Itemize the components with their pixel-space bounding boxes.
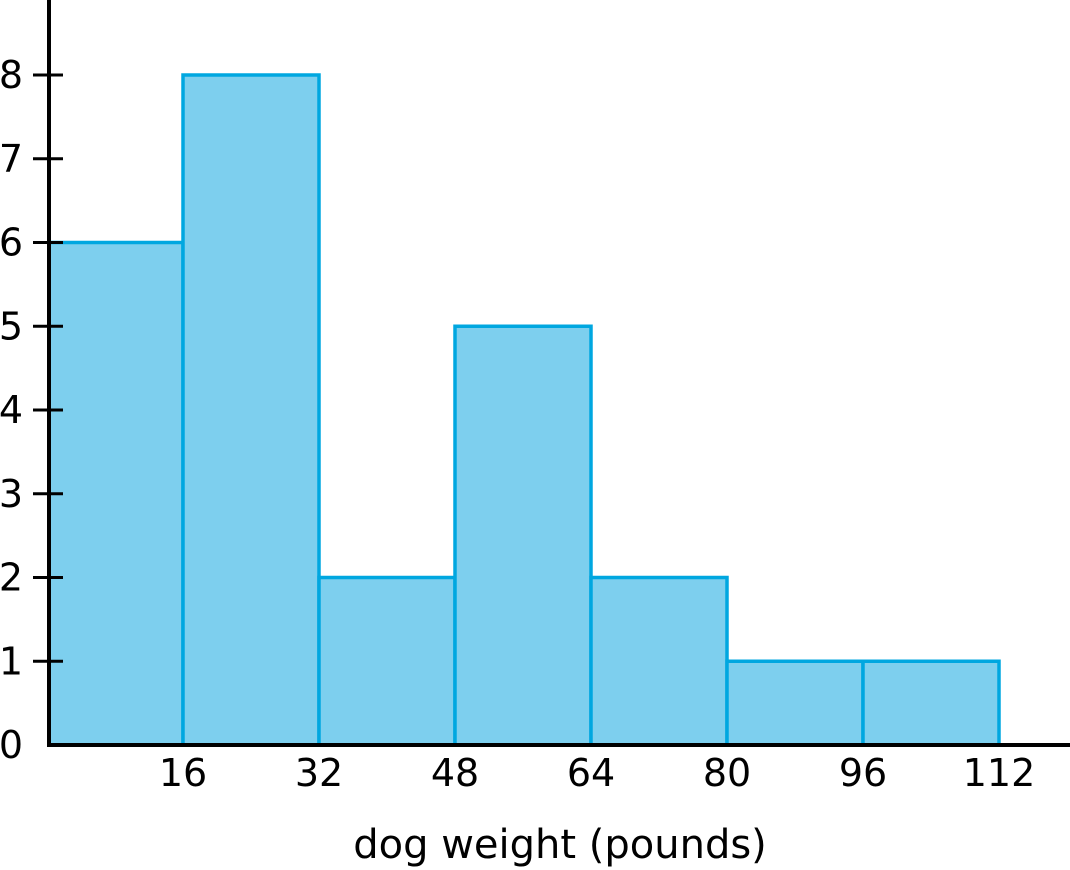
x-tick-label: 80 — [703, 751, 751, 795]
bars — [47, 73, 1001, 747]
y-axis-ticks: 0 1 2 3 4 5 6 7 8 — [0, 53, 63, 767]
x-tick-label: 112 — [963, 751, 1036, 795]
y-tick-label: 7 — [0, 137, 23, 181]
histogram-bar — [589, 575, 729, 747]
histogram-bar — [47, 240, 185, 747]
histogram-bar — [181, 73, 321, 747]
x-tick-label: 64 — [567, 751, 615, 795]
y-tick-label: 3 — [0, 472, 23, 516]
y-tick-label: 6 — [0, 221, 23, 265]
y-tick-label: 4 — [0, 388, 23, 432]
x-tick-label: 96 — [839, 751, 887, 795]
histogram-bar — [861, 659, 1001, 747]
y-tick-label: 0 — [0, 723, 23, 767]
histogram-bar — [453, 324, 593, 747]
x-tick-label: 48 — [431, 751, 479, 795]
x-axis-ticks: 16 32 48 64 80 96 112 — [159, 751, 1035, 795]
y-tick-label: 2 — [0, 556, 23, 600]
x-tick-label: 16 — [159, 751, 207, 795]
y-tick-label: 5 — [0, 304, 23, 348]
histogram-bar — [317, 575, 457, 747]
x-tick-label: 32 — [295, 751, 343, 795]
histogram-bar — [725, 659, 865, 747]
y-tick-label: 8 — [0, 53, 23, 97]
x-axis-label: dog weight (pounds) — [353, 822, 767, 868]
y-tick-label: 1 — [0, 639, 23, 683]
